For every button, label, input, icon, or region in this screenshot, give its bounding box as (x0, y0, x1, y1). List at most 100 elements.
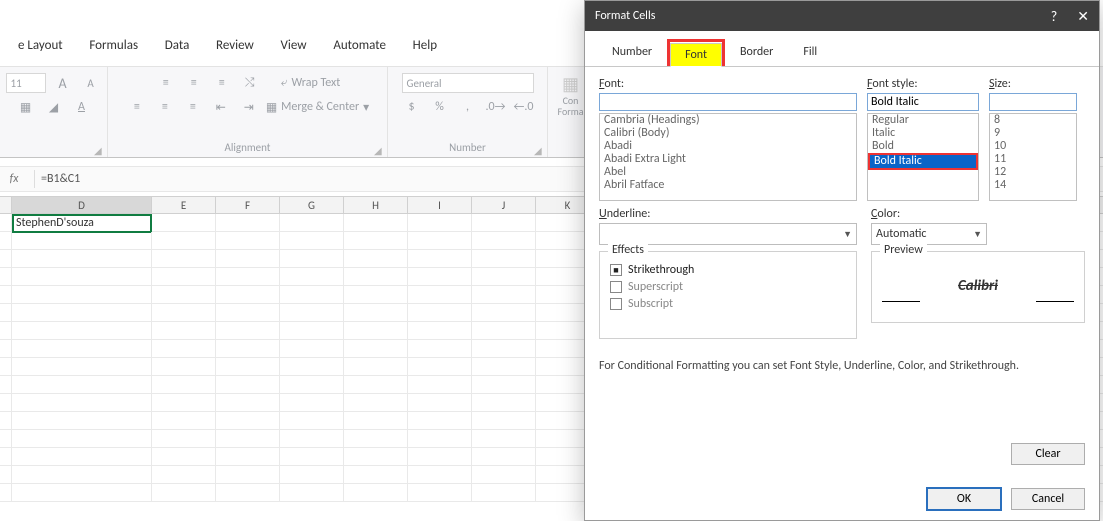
cell[interactable] (280, 322, 344, 339)
cell[interactable] (12, 268, 152, 285)
cell[interactable] (12, 358, 152, 375)
align-top-button[interactable]: ≡ (155, 73, 177, 93)
align-center-button[interactable]: ≡ (154, 97, 176, 117)
cell[interactable] (152, 412, 216, 429)
dialog-launcher-icon[interactable]: ◢ (534, 144, 544, 154)
cell[interactable] (152, 376, 216, 393)
conditional-formatting-icon[interactable]: ▦ (562, 73, 579, 95)
cell[interactable] (280, 394, 344, 411)
cell[interactable] (344, 376, 408, 393)
cell[interactable] (344, 340, 408, 357)
indent-decrease-button[interactable]: ⇤ (210, 97, 232, 117)
cell[interactable] (0, 394, 12, 411)
subscript-checkbox[interactable]: Subscript (610, 297, 846, 311)
currency-button[interactable]: $ (401, 97, 423, 117)
superscript-checkbox[interactable]: Superscript (610, 280, 846, 294)
cell[interactable] (280, 376, 344, 393)
cell[interactable] (0, 448, 12, 465)
cell[interactable] (408, 430, 472, 447)
cell[interactable] (344, 232, 408, 249)
cell[interactable] (216, 484, 280, 501)
ribbon-tab[interactable]: Data (153, 34, 202, 57)
cell[interactable] (344, 484, 408, 501)
list-item[interactable]: Abril Fatface (600, 179, 856, 192)
cell[interactable]: StephenD'souza (12, 214, 152, 233)
cell[interactable] (472, 358, 536, 375)
cell[interactable] (344, 394, 408, 411)
list-item[interactable]: 14 (990, 179, 1076, 192)
cell[interactable] (408, 340, 472, 357)
align-middle-button[interactable]: ≡ (183, 73, 205, 93)
cell[interactable] (472, 268, 536, 285)
cell[interactable] (344, 358, 408, 375)
cell[interactable] (0, 430, 12, 447)
cell[interactable] (408, 358, 472, 375)
ribbon-tab[interactable]: Help (401, 34, 449, 57)
cell[interactable] (216, 376, 280, 393)
cell[interactable] (344, 214, 408, 231)
ribbon-tab[interactable]: Automate (321, 34, 398, 57)
cell[interactable] (216, 412, 280, 429)
cell[interactable] (408, 232, 472, 249)
cell[interactable] (216, 448, 280, 465)
cell[interactable] (472, 340, 536, 357)
cell[interactable] (216, 340, 280, 357)
cell[interactable] (152, 484, 216, 501)
percent-button[interactable]: % (429, 97, 451, 117)
cell[interactable] (344, 268, 408, 285)
font-listbox[interactable]: Cambria (Headings)Calibri (Body)AbadiAba… (599, 113, 857, 201)
font-input[interactable] (599, 93, 857, 111)
cell[interactable] (280, 448, 344, 465)
indent-increase-button[interactable]: ⇥ (238, 97, 260, 117)
cell[interactable] (280, 268, 344, 285)
cell[interactable] (152, 214, 216, 231)
cell[interactable] (344, 430, 408, 447)
cell[interactable] (12, 340, 152, 357)
merge-center-button[interactable]: ▦ Merge & Center ▾ (266, 97, 369, 117)
decrease-decimal-button[interactable]: ←.0 (513, 97, 535, 117)
cell[interactable] (408, 466, 472, 483)
tab-border[interactable]: Border (725, 40, 788, 67)
cell[interactable] (152, 358, 216, 375)
cell[interactable] (280, 232, 344, 249)
cell[interactable] (152, 268, 216, 285)
cell[interactable] (0, 214, 12, 231)
list-item[interactable]: Bold (868, 140, 978, 153)
cell[interactable] (408, 268, 472, 285)
cell[interactable] (408, 412, 472, 429)
cell[interactable] (152, 304, 216, 321)
list-item[interactable]: Bold Italic (870, 155, 976, 168)
cell[interactable] (344, 448, 408, 465)
cell[interactable] (472, 214, 536, 231)
align-right-button[interactable]: ≡ (182, 97, 204, 117)
cell[interactable] (472, 394, 536, 411)
cell[interactable] (280, 214, 344, 231)
tab-number[interactable]: Number (597, 40, 667, 67)
dialog-launcher-icon[interactable]: ◢ (94, 144, 104, 154)
cell[interactable] (216, 466, 280, 483)
cell[interactable] (0, 358, 12, 375)
cell[interactable] (0, 322, 12, 339)
align-bottom-button[interactable]: ≡ (211, 73, 233, 93)
cell[interactable] (408, 376, 472, 393)
cell[interactable] (280, 304, 344, 321)
cell[interactable] (344, 466, 408, 483)
decrease-font-button[interactable]: A (80, 73, 102, 93)
cell[interactable] (12, 412, 152, 429)
ribbon-tab[interactable]: Review (204, 34, 266, 57)
font-style-listbox[interactable]: RegularItalicBoldBold Italic (867, 113, 979, 201)
cell[interactable] (152, 394, 216, 411)
orientation-button[interactable]: ⤭ (239, 73, 261, 93)
cell[interactable] (152, 466, 216, 483)
cell[interactable] (216, 250, 280, 267)
cell[interactable] (408, 394, 472, 411)
strikethrough-checkbox[interactable]: ■Strikethrough (610, 263, 846, 277)
cell[interactable] (216, 358, 280, 375)
tab-fill[interactable]: Fill (788, 40, 832, 67)
cell[interactable] (472, 448, 536, 465)
list-item[interactable]: 8 (990, 114, 1076, 127)
cell[interactable] (280, 430, 344, 447)
close-button[interactable]: ✕ (1077, 8, 1089, 25)
border-button[interactable]: ▦ (15, 97, 37, 117)
cell[interactable] (12, 394, 152, 411)
